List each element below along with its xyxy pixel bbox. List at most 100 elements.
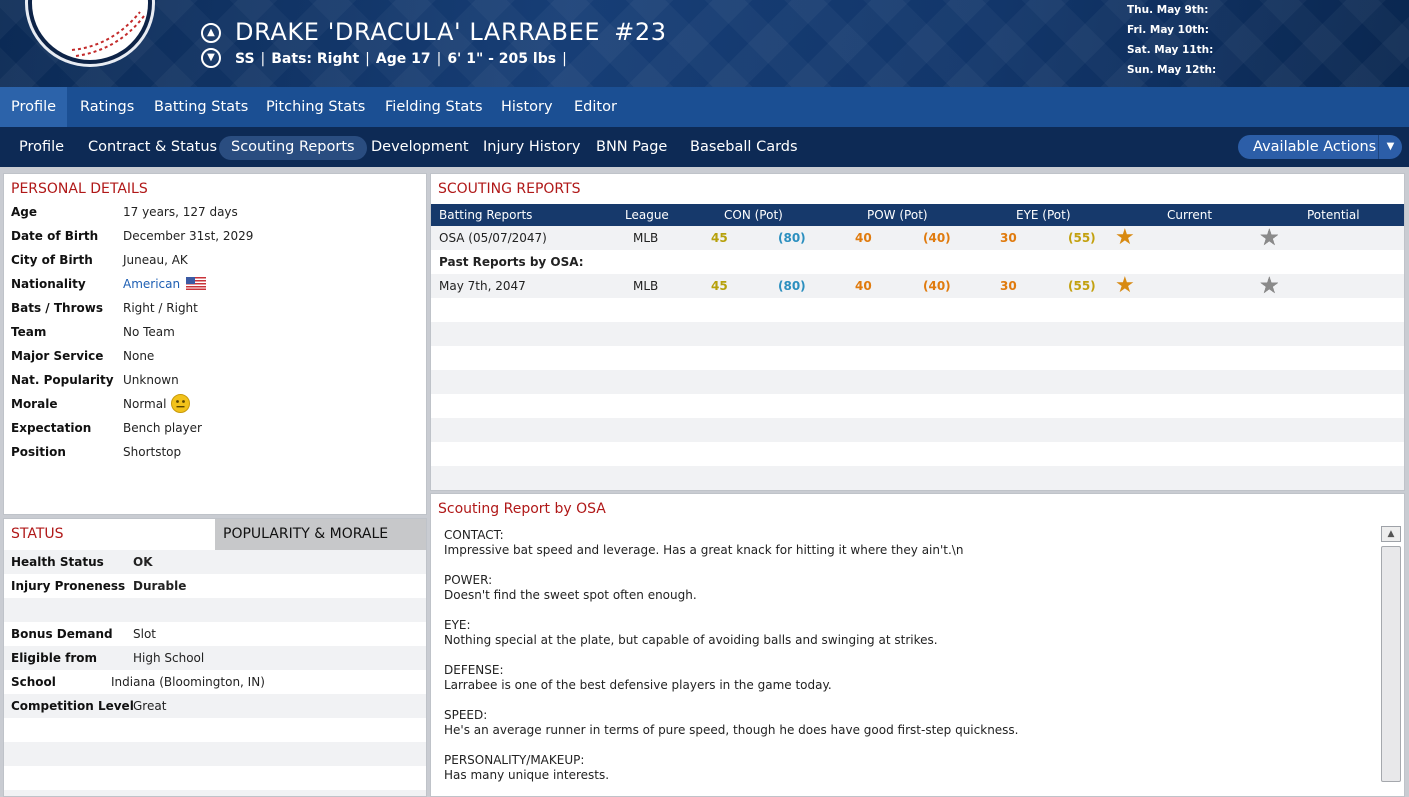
- us-flag-icon: [186, 277, 207, 290]
- con-current: 45: [711, 279, 728, 293]
- detail-label: Major Service: [11, 349, 104, 363]
- scroll-thumb[interactable]: [1381, 546, 1401, 782]
- section-label: POWER:: [444, 573, 493, 587]
- scouting-reports-panel: SCOUTING REPORTS Batting Reports League …: [430, 173, 1405, 491]
- status-value: High School: [133, 651, 205, 665]
- status-label: Injury Proneness: [11, 579, 126, 593]
- col-potential: Potential: [1307, 208, 1360, 222]
- detail-value: Juneau, AK: [123, 253, 188, 267]
- pow-current: 40: [855, 231, 872, 245]
- report-section-defense: DEFENSE: Larrabee is one of the best defe…: [444, 663, 1374, 693]
- detail-value: No Team: [123, 325, 175, 339]
- star-icon: ★: [1259, 273, 1280, 299]
- detail-value: December 31st, 2029: [123, 229, 254, 243]
- status-row: Bonus Demand Slot: [4, 622, 426, 646]
- report-name: May 7th, 2047: [439, 279, 526, 293]
- subtab-scouting-reports[interactable]: Scouting Reports: [219, 136, 367, 160]
- tab-editor[interactable]: Editor: [574, 99, 617, 115]
- col-pow: POW (Pot): [867, 208, 928, 222]
- subtab-profile[interactable]: Profile: [19, 139, 65, 155]
- star-icon: ★: [1259, 273, 1280, 299]
- section-text: Nothing special at the plate, but capabl…: [444, 633, 938, 647]
- status-row: Injury Proneness Durable: [4, 574, 426, 598]
- tab-history[interactable]: History: [501, 99, 553, 115]
- tab-batting-stats[interactable]: Batting Stats: [154, 99, 249, 115]
- subtab-bnn-page[interactable]: BNN Page: [596, 139, 668, 155]
- player-bats: Bats: Right: [271, 51, 360, 67]
- schedule-day: Thu. May 9th:: [1127, 4, 1209, 16]
- detail-row: Bats / Throws Right / Right: [4, 296, 426, 320]
- star-icon: ★: [1259, 225, 1280, 251]
- detail-label: Nat. Popularity: [11, 373, 114, 387]
- player-name: DRAKE 'DRACULA' LARRABEE #23: [235, 18, 667, 46]
- star-icon: ★: [1259, 273, 1280, 299]
- detail-label: Position: [11, 445, 66, 459]
- col-current: Current: [1167, 208, 1213, 222]
- subtab-development[interactable]: Development: [371, 139, 469, 155]
- available-actions-dropdown[interactable]: Available Actions ▼: [1238, 135, 1402, 159]
- con-potential: (80): [778, 279, 806, 293]
- morale-value: Normal: [123, 392, 191, 416]
- subtab-contract-status[interactable]: Contract & Status: [88, 139, 218, 155]
- star-icon: ★: [1115, 225, 1135, 250]
- detail-value: 17 years, 127 days: [123, 205, 238, 219]
- injury-proneness-value: Durable: [133, 579, 187, 593]
- detail-label: Morale: [11, 397, 58, 411]
- report-name: OSA (05/07/2047): [439, 231, 547, 245]
- section-label: CONTACT:: [444, 528, 504, 542]
- detail-label: Team: [11, 325, 47, 339]
- eye-potential: (55): [1068, 231, 1096, 245]
- available-actions-label: Available Actions: [1253, 139, 1377, 155]
- scouting-report-row[interactable]: OSA (05/07/2047) MLB 45 (80) 40 (40) 30 …: [431, 225, 1404, 251]
- detail-label: Age: [11, 205, 38, 219]
- con-potential: (80): [778, 231, 806, 245]
- star-icon: ★: [1115, 273, 1135, 298]
- player-height-weight: 6' 1" - 205 lbs: [447, 51, 557, 67]
- eye-current: 30: [1000, 231, 1017, 245]
- scouting-report-text-panel: Scouting Report by OSA CONTACT: Impressiv…: [430, 493, 1405, 797]
- status-row: Eligible from High School: [4, 646, 426, 670]
- section-label: DEFENSE:: [444, 663, 504, 677]
- tab-pitching-stats[interactable]: Pitching Stats: [266, 99, 366, 115]
- prev-player-button[interactable]: ▲: [201, 23, 221, 43]
- next-player-button[interactable]: ▼: [201, 48, 221, 68]
- scouting-empty-row: [431, 394, 1404, 418]
- scouting-table-header: Batting Reports League CON (Pot) POW (Po…: [431, 204, 1404, 226]
- nationality-link[interactable]: American: [123, 277, 181, 291]
- chevron-up-icon: ▲: [207, 27, 215, 38]
- section-text: Larrabee is one of the best defensive pl…: [444, 678, 832, 692]
- header-pattern: [0, 0, 1409, 87]
- nationality-value: American: [123, 272, 207, 296]
- chevron-down-icon: ▼: [1378, 135, 1402, 159]
- detail-row: Nationality American: [4, 272, 426, 296]
- report-scrollbar[interactable]: ▲: [1381, 526, 1401, 796]
- subtab-injury-history[interactable]: Injury History: [483, 139, 581, 155]
- status-tabs: STATUS POPULARITY & MORALE: [4, 519, 426, 550]
- player-header: ▲ ▼ DRAKE 'DRACULA' LARRABEE #23 SS | Bats:…: [0, 0, 1409, 87]
- tab-popularity-morale[interactable]: POPULARITY & MORALE: [215, 519, 426, 550]
- section-text: He's an average runner in terms of pure …: [444, 723, 1019, 737]
- personal-details-panel: PERSONAL DETAILS Age 17 years, 127 days D…: [3, 173, 427, 515]
- detail-label: Date of Birth: [11, 229, 99, 243]
- status-row: Competition Level Great: [4, 694, 426, 718]
- player-age: Age 17: [375, 51, 431, 67]
- status-row-empty: [4, 718, 426, 742]
- section-text: Doesn't find the sweet spot often enough…: [444, 588, 697, 602]
- pow-current: 40: [855, 279, 872, 293]
- status-row-empty: [4, 790, 426, 796]
- status-row-empty: [4, 598, 426, 622]
- status-value: Great: [133, 699, 167, 713]
- section-text: Impressive bat speed and leverage. Has a…: [444, 543, 964, 557]
- main-nav: Profile Ratings Batting Stats Pitching S…: [0, 87, 1409, 127]
- scouting-report-row[interactable]: May 7th, 2047 MLB 45 (80) 40 (40) 30 (55…: [431, 273, 1404, 299]
- scroll-up-button[interactable]: ▲: [1381, 526, 1401, 542]
- tab-ratings[interactable]: Ratings: [80, 99, 135, 115]
- tab-status[interactable]: STATUS: [4, 519, 215, 550]
- report-league: MLB: [633, 279, 659, 293]
- tab-fielding-stats[interactable]: Fielding Stats: [385, 99, 483, 115]
- detail-row: Position Shortstop: [4, 440, 426, 464]
- subtab-baseball-cards[interactable]: Baseball Cards: [690, 139, 798, 155]
- detail-row: Expectation Bench player: [4, 416, 426, 440]
- morale-text: Normal: [123, 397, 167, 411]
- tab-profile[interactable]: Profile: [0, 87, 68, 127]
